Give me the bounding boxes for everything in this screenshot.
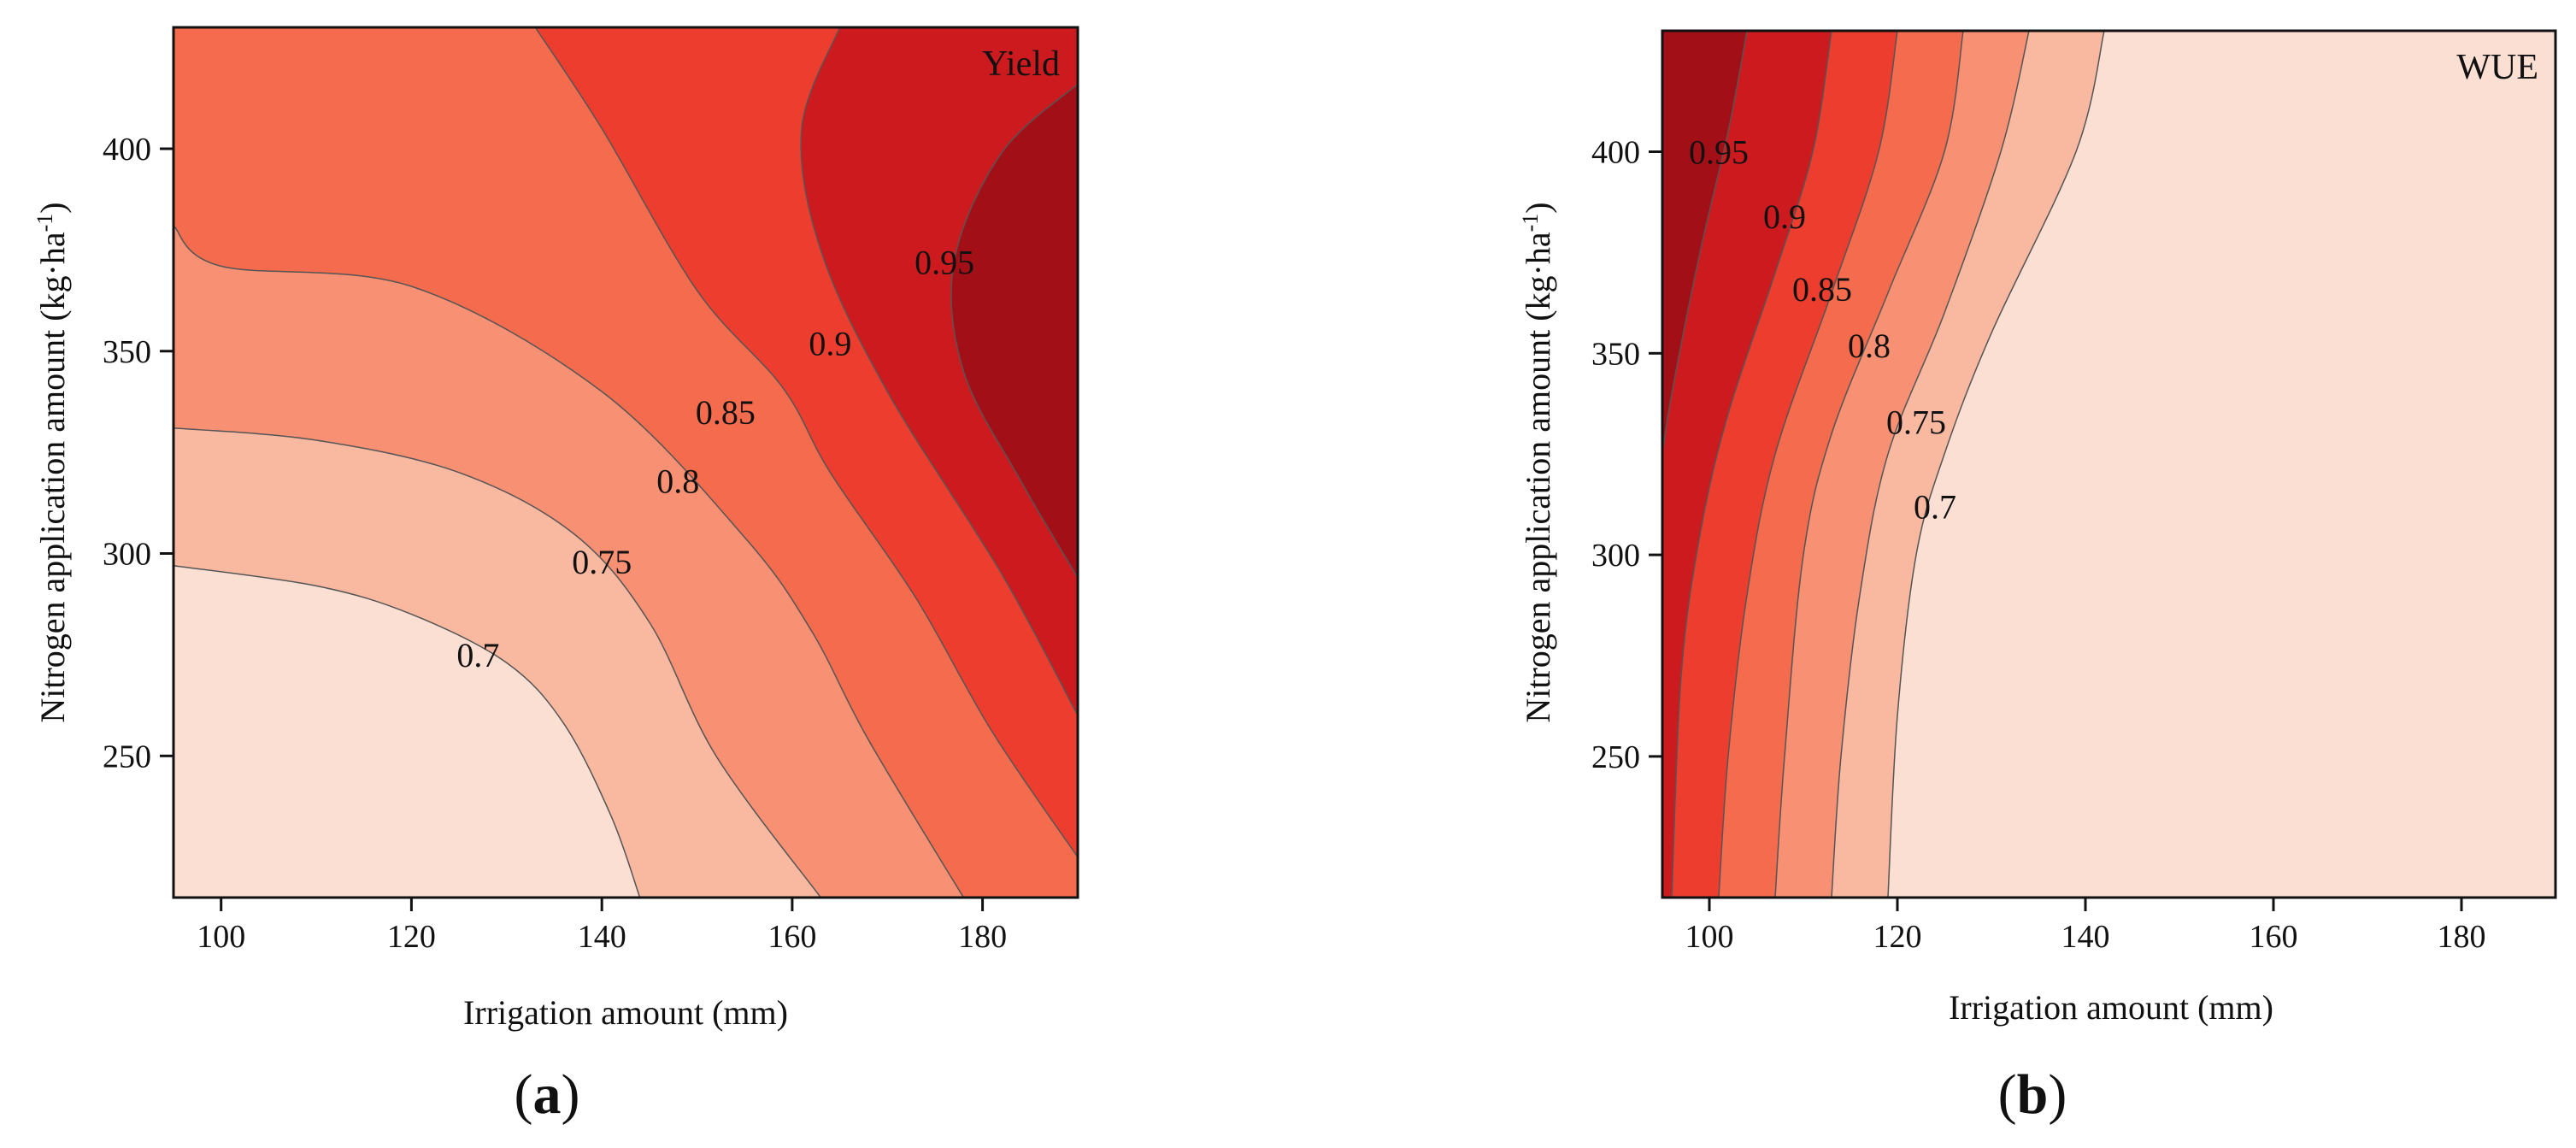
contour-label-a-0.75: 0.75: [572, 543, 632, 581]
y-tick-label-b-350: 350: [1591, 336, 1640, 372]
y-axis-title-b: Nitrogen application amount (kg·ha-1): [1518, 202, 1557, 722]
x-tick-label-a-180: 180: [958, 919, 1007, 955]
contour-label-b-0.95: 0.95: [1689, 133, 1749, 172]
contour-labels-b: 0.7 0.75 0.8 0.85 0.9 0.95: [1689, 133, 1956, 527]
x-tick-label-b-100: 100: [1685, 919, 1734, 955]
x-tick-label-a-120: 120: [387, 919, 436, 955]
y-axis-title-b-main: Nitrogen application amount (kg·ha: [1519, 232, 1557, 723]
plot-frame-a: [172, 26, 1079, 899]
x-tick-label-a-140: 140: [578, 919, 626, 955]
x-axis-title-a: Irrigation amount (mm): [463, 993, 788, 1032]
panel-letter-b: b: [2017, 1063, 2049, 1126]
contour-line-b-0.7: [1887, 31, 2105, 898]
contour-line-b-0.9: [1671, 31, 1832, 898]
y-tick-label-a-300: 300: [103, 537, 151, 573]
contour-label-a-0.7: 0.7: [456, 636, 499, 674]
contour-line-a-0.8: [173, 225, 965, 898]
x-axis-a: 100 120 140 160 180 Irrigation amount (m…: [197, 898, 1007, 1032]
y-axis-title-a: Nitrogen application amount (kg·ha-1): [32, 202, 72, 722]
contour-fills-b: [1662, 31, 2555, 898]
y-axis-a: 250 300 350 400 Nitrogen application amo…: [32, 132, 173, 774]
band-fill-b-6: [1662, 31, 1747, 455]
y-axis-title-a-main: Nitrogen application amount (kg·ha: [33, 232, 72, 723]
contour-label-a-0.9: 0.9: [809, 324, 851, 362]
panel-label-a: (a): [515, 1063, 580, 1126]
contour-line-b-0.8: [1774, 31, 1964, 898]
x-axis-title-b: Irrigation amount (mm): [1949, 988, 2273, 1027]
contour-line-b-0.75: [1831, 31, 2030, 898]
contour-lines-a: [173, 27, 1078, 898]
contour-label-a-0.85: 0.85: [696, 393, 756, 432]
x-axis-b: 100 120 140 160 180 Irrigation amount (m…: [1685, 898, 2486, 1027]
band-fill-a-6: [950, 27, 1078, 578]
contour-labels-a: 0.7 0.75 0.8 0.85 0.9 0.95: [456, 244, 974, 674]
chart-panel-b: 0.7 0.75 0.8 0.85 0.9 0.95 100 120 140 1…: [1518, 29, 2557, 1126]
contour-label-b-0.85: 0.85: [1792, 270, 1852, 309]
x-tick-label-b-180: 180: [2438, 919, 2486, 955]
contour-label-b-0.7: 0.7: [1914, 488, 1956, 527]
contour-line-a-0.85: [534, 27, 1078, 858]
y-tick-label-b-300: 300: [1591, 538, 1640, 574]
panel-letter-a: a: [533, 1063, 562, 1126]
x-tick-label-a-160: 160: [768, 919, 816, 955]
contour-line-a-0.75: [173, 427, 821, 898]
panel-label-b: (b): [1998, 1063, 2067, 1126]
y-tick-label-b-250: 250: [1591, 739, 1640, 775]
y-axis-title-a-close: ): [33, 202, 72, 213]
y-axis-title-a-sup: -1: [32, 214, 57, 233]
x-tick-label-a-100: 100: [197, 919, 245, 955]
contour-fills-a: [173, 27, 1078, 898]
y-tick-label-a-400: 400: [103, 132, 151, 168]
band-fill-b-5: [1662, 31, 1832, 898]
plot-frame-b: [1661, 29, 2557, 899]
y-tick-label-a-250: 250: [103, 739, 151, 774]
chart-panel-a: 0.7 0.75 0.8 0.85 0.9 0.95 100 120 140 1…: [32, 26, 1079, 1126]
y-tick-label-a-350: 350: [103, 334, 151, 370]
contour-label-a-0.95: 0.95: [915, 244, 974, 282]
contour-line-b-0.85: [1718, 31, 1898, 898]
contour-line-a-0.9: [800, 27, 1078, 716]
y-axis-title-b-close: ): [1519, 202, 1557, 213]
contour-lines-b: [1662, 31, 2105, 898]
x-tick-label-b-140: 140: [2061, 919, 2110, 955]
y-tick-label-b-400: 400: [1591, 135, 1640, 171]
x-tick-label-b-120: 120: [1873, 919, 1922, 955]
contour-line-a-0.95: [950, 83, 1078, 579]
plot-title-b: WUE: [2456, 48, 2538, 87]
contour-label-a-0.8: 0.8: [656, 462, 699, 500]
y-axis-b: 250 300 350 400 Nitrogen application amo…: [1518, 135, 1662, 775]
contour-line-a-0.7: [173, 564, 641, 898]
contour-label-b-0.75: 0.75: [1886, 403, 1946, 442]
x-tick-label-b-160: 160: [2250, 919, 2298, 955]
plot-title-a: Yield: [982, 44, 1060, 84]
y-axis-title-b-sup: -1: [1518, 214, 1543, 233]
contour-label-b-0.8: 0.8: [1848, 327, 1891, 365]
contour-line-b-0.95: [1662, 31, 1748, 455]
contour-label-b-0.9: 0.9: [1763, 197, 1806, 236]
